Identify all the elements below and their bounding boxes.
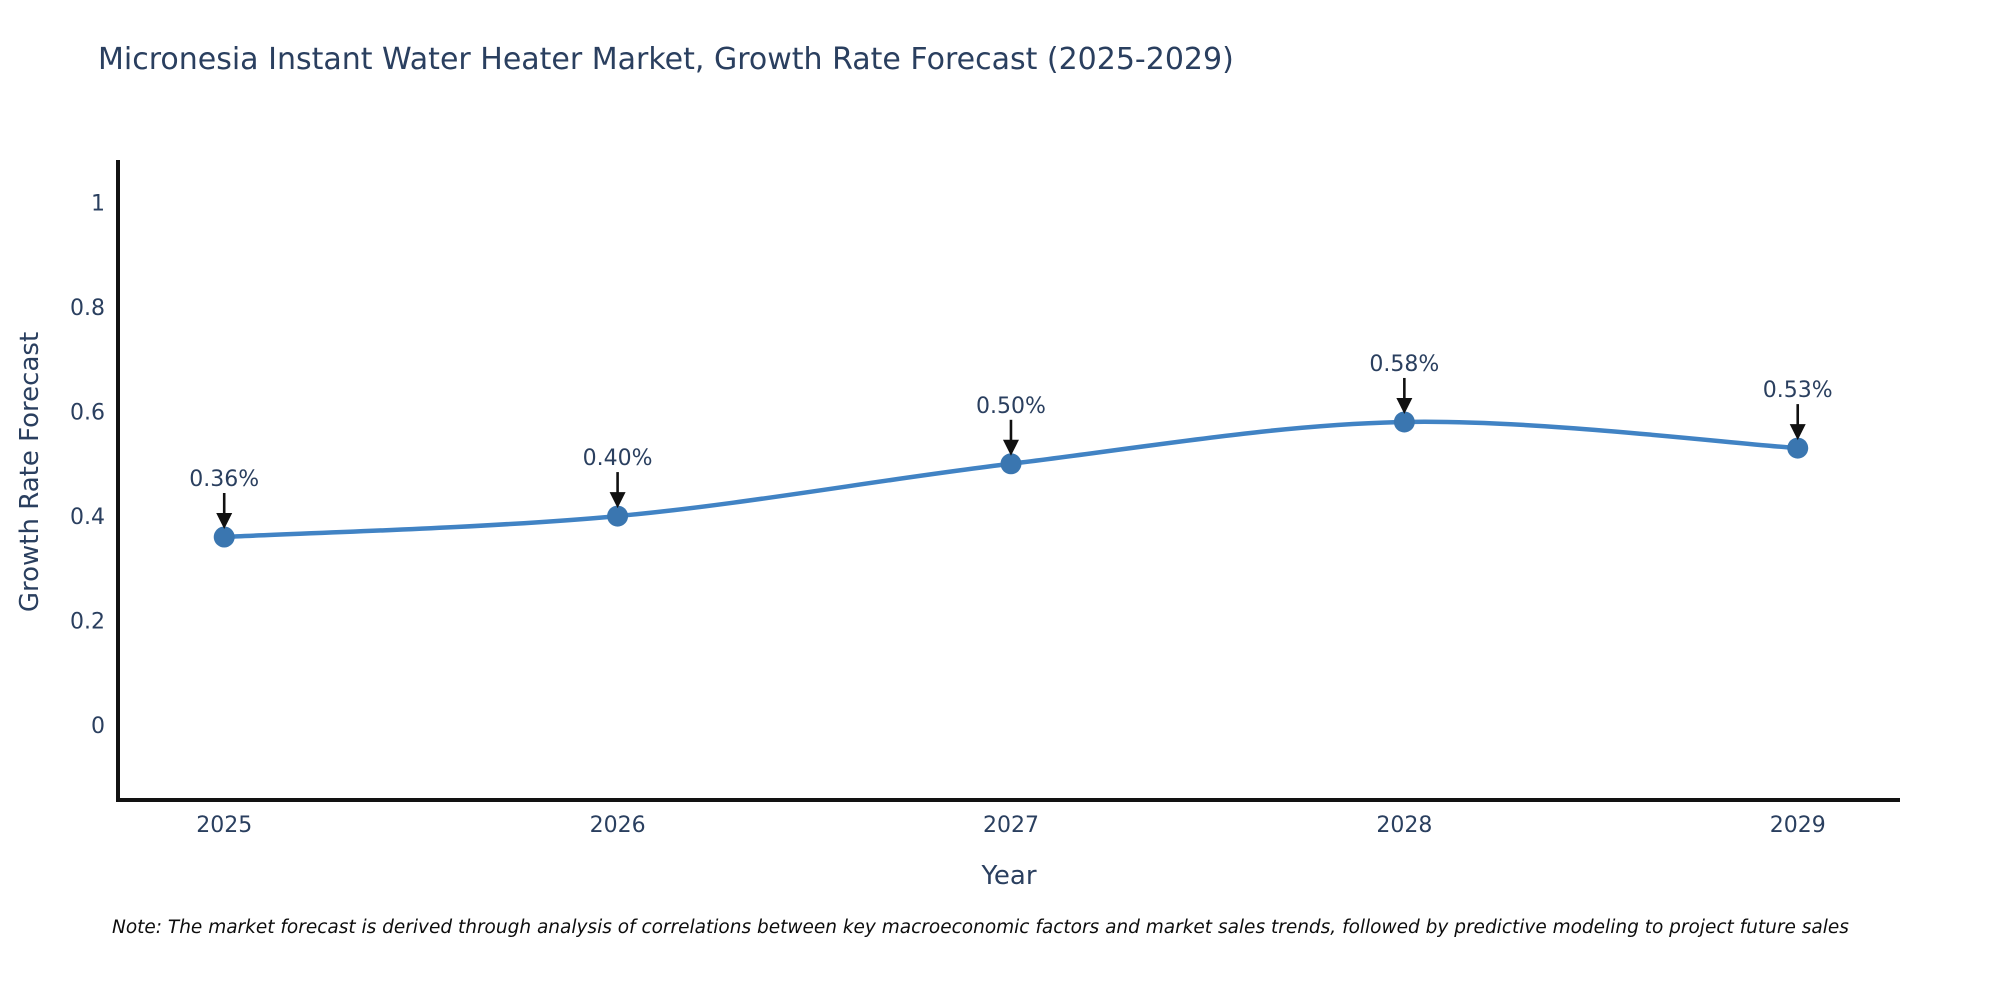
annotation-arrowhead-icon [1789,424,1806,441]
x-axis-title: Year [981,861,1037,891]
data-point-2026[interactable] [607,505,629,527]
point-value-label: 0.53% [1763,378,1833,403]
chart-title: Micronesia Instant Water Heater Market, … [98,42,1234,77]
x-tick-label: 2027 [983,813,1039,838]
x-tick-label: 2026 [590,813,646,838]
annotation-arrowhead-icon [1002,439,1019,456]
data-point-2025[interactable] [213,526,235,548]
data-point-2028[interactable] [1393,411,1415,433]
annotation-arrowhead-icon [609,492,626,509]
annotation-2028: 0.58% [1369,352,1439,414]
y-tick-label: 0.6 [70,401,105,426]
point-value-label: 0.50% [976,394,1046,419]
annotation-arrowhead-icon [1396,397,1413,414]
annotation-2027: 0.50% [976,394,1046,456]
y-tick-label: 0.2 [70,610,105,635]
annotation-2029: 0.53% [1763,378,1833,441]
annotation-2025: 0.36% [189,467,259,529]
y-tick-label: 0 [91,714,105,739]
annotation-2026: 0.40% [583,446,653,509]
y-tick-label: 0.4 [70,505,105,530]
x-tick-label: 2028 [1376,813,1432,838]
point-value-label: 0.58% [1369,352,1439,377]
chart-footnote: Note: The market forecast is derived thr… [112,917,1849,938]
y-tick-label: 0.8 [70,296,105,321]
annotation-arrowhead-icon [216,512,233,529]
data-point-2027[interactable] [1000,453,1022,475]
data-point-2029[interactable] [1787,437,1809,459]
y-tick-label: 1 [91,191,105,216]
point-value-label: 0.40% [583,446,653,471]
point-value-label: 0.36% [189,467,259,492]
x-tick-label: 2025 [196,813,252,838]
x-tick-label: 2029 [1770,813,1826,838]
